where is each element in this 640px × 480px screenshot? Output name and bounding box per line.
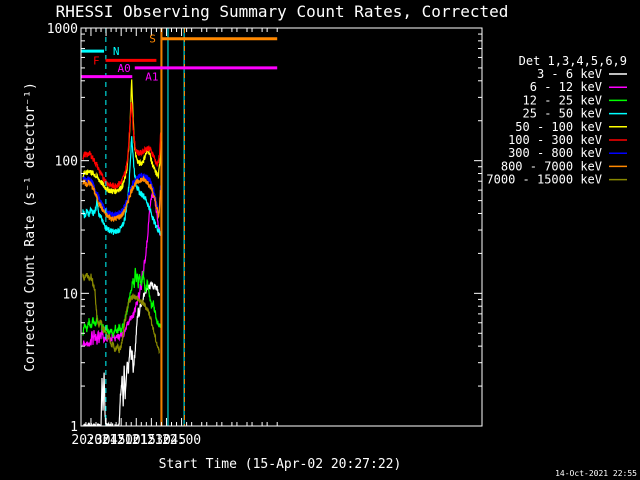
annotation-label-n: N	[113, 45, 120, 58]
x-tick-label-3: 21:00	[102, 433, 141, 448]
y-tick-label-3: 100	[55, 155, 78, 170]
x-tick-label-4: 21:15	[117, 433, 156, 448]
series-line-3	[82, 267, 161, 338]
x-tick-label-2: 20:45	[86, 433, 125, 448]
legend-label-8: 800 - 7000 keV	[501, 159, 602, 173]
annotation-label-a0: A0	[118, 62, 131, 75]
x-tick-label-1: 20:30	[71, 433, 110, 448]
chart-title: RHESSI Observing Summary Count Rates, Co…	[56, 2, 509, 21]
date-stamp: 14-Oct-2021 22:55	[555, 469, 637, 478]
series-line-7	[82, 172, 161, 219]
legend-label-3: 12 - 25 keV	[523, 93, 602, 107]
y-tick-label-4: 1000	[47, 22, 78, 37]
legend-label-7: 300 - 800 keV	[508, 146, 602, 160]
legend-label-2: 6 - 12 keV	[530, 80, 602, 94]
x-tick-label-6: 21:45	[147, 433, 186, 448]
y-tick-label-1: 1	[70, 420, 78, 435]
x-axis-label: Start Time (15-Apr-02 20:27:22)	[159, 457, 402, 472]
y-tick-label-2: 10	[62, 287, 78, 302]
annotation-label-f: F	[93, 54, 100, 67]
legend-label-5: 50 - 100 keV	[515, 120, 602, 134]
x-tick-label-7: 22:00	[162, 433, 201, 448]
x-tick-label-5: 21:30	[132, 433, 171, 448]
series-line-8	[82, 175, 161, 222]
annotation-label-a1: A1	[145, 71, 158, 84]
y-axis-label: Corrected Count Rate (s⁻¹ detector⁻¹)	[23, 82, 38, 372]
legend-label-6: 100 - 300 keV	[508, 133, 602, 147]
series-line-9	[82, 273, 160, 355]
legend-label-9: 7000 - 15000 keV	[486, 173, 602, 187]
legend-label-1: 3 - 6 keV	[537, 67, 602, 81]
y-axis: 1 10 100 1000	[47, 22, 482, 435]
legend-title: Det 1,3,4,5,6,9	[519, 54, 627, 68]
legend-label-4: 25 - 50 keV	[523, 107, 602, 121]
plot-frame	[80, 27, 483, 427]
series-line-4	[82, 136, 161, 236]
annotation-label-s: S	[149, 33, 156, 46]
series-line-6	[82, 101, 162, 191]
